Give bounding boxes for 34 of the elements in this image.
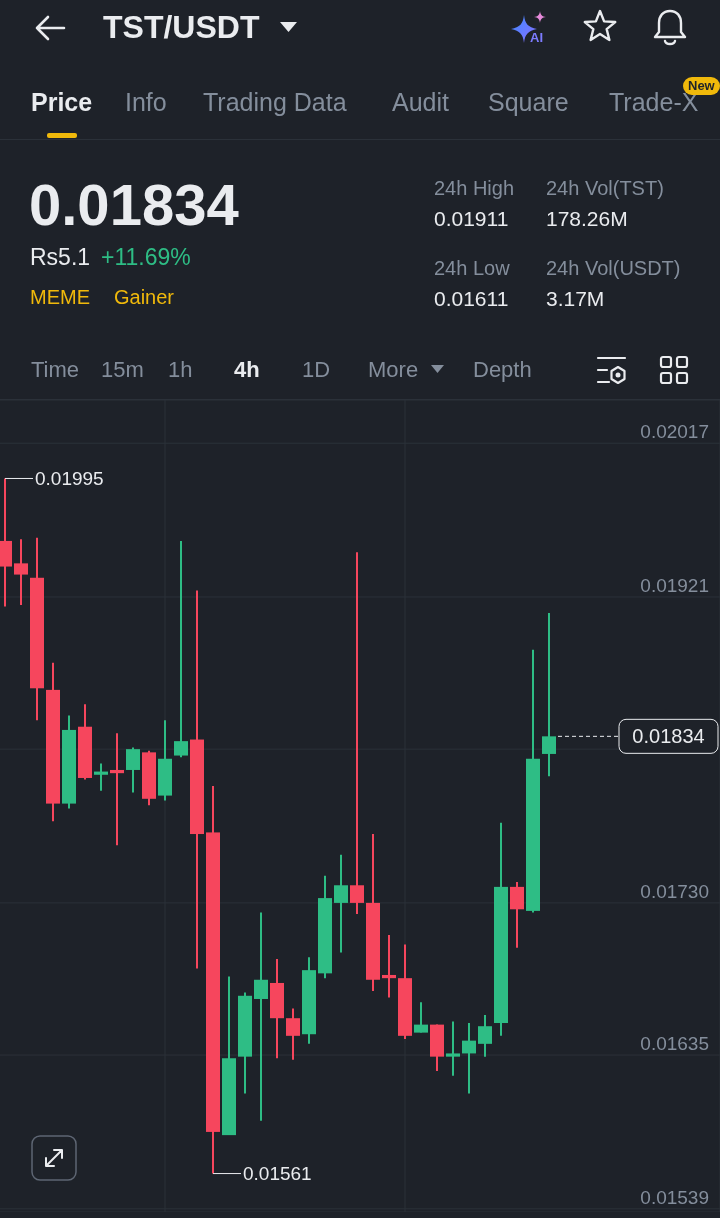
y-tick-label: 0.01635	[640, 1033, 709, 1055]
text: MEME	[30, 285, 90, 309]
y-tick-label: 0.01539	[640, 1186, 709, 1208]
text: 24h Low	[434, 256, 510, 280]
text: 4h	[234, 356, 260, 384]
text: 3.17M	[546, 286, 605, 312]
text: 178.26M	[546, 206, 628, 232]
text: Rs5.1	[30, 244, 91, 272]
text: 0.01611	[434, 286, 509, 312]
text: Gainer	[114, 285, 175, 309]
text: 0.01834	[29, 171, 239, 240]
text: 1h	[168, 356, 193, 384]
text: Square	[488, 87, 569, 117]
text: Depth	[473, 356, 532, 384]
text: Price	[31, 87, 93, 117]
text: Info	[125, 87, 167, 117]
annotation: 0.01561	[243, 1163, 312, 1185]
text: Time	[31, 356, 80, 384]
ref-line-label: 0.01834	[632, 725, 705, 748]
text: Trading Data	[203, 87, 347, 117]
text: 24h Vol(USDT)	[546, 256, 681, 280]
text: 15m	[101, 356, 144, 384]
text: 1D	[302, 356, 331, 384]
text: 24h Vol(TST)	[546, 176, 664, 200]
annotation: 0.01995	[35, 467, 104, 489]
y-tick-label: 0.02017	[640, 421, 709, 443]
text: 24h High	[434, 176, 515, 200]
text: 0.01911	[434, 206, 509, 232]
y-tick-label: 0.01730	[640, 880, 709, 902]
text: +11.69%	[101, 244, 191, 272]
text: Audit	[392, 87, 449, 117]
text: More	[368, 356, 419, 384]
text: TST/USDT	[103, 7, 260, 47]
y-tick-label: 0.01921	[640, 574, 709, 596]
